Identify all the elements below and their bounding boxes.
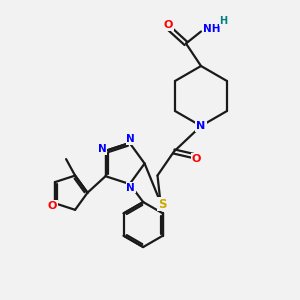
Text: O: O (192, 154, 201, 164)
Text: NH: NH (203, 24, 221, 34)
Text: N: N (127, 183, 135, 193)
Text: O: O (48, 201, 57, 211)
Text: N: N (127, 134, 135, 144)
Text: S: S (158, 197, 166, 211)
Text: N: N (98, 144, 106, 154)
Text: N: N (196, 121, 206, 131)
Text: O: O (163, 20, 173, 31)
Text: H: H (220, 16, 228, 26)
